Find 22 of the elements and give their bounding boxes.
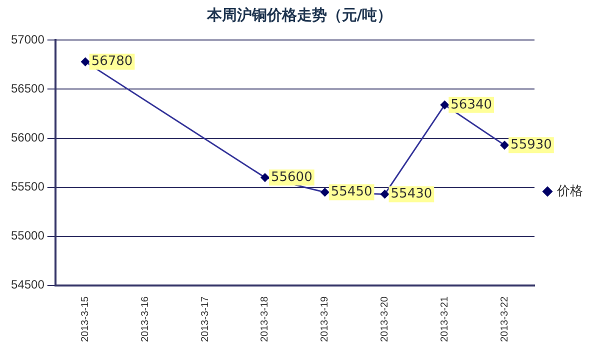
y-tick-label: 56500 (10, 82, 45, 96)
y-tick-label: 55500 (10, 180, 45, 194)
y-tick-label: 54500 (10, 278, 45, 292)
data-label: 55930 (510, 138, 552, 153)
y-tick-label: 55000 (10, 228, 45, 243)
x-tick-label: 2013-3-18 (260, 296, 271, 342)
data-label: 55600 (270, 170, 312, 185)
x-tick-label: 2013-3-19 (320, 296, 331, 342)
x-tick-label: 2013-3-22 (499, 296, 510, 342)
data-label: 56780 (91, 54, 133, 70)
data-label: 56340 (450, 97, 492, 112)
y-tick-label: 57000 (10, 32, 45, 47)
x-tick-label: 2013-3-21 (439, 296, 450, 342)
x-tick-label: 2013-3-16 (140, 296, 151, 342)
x-tick-label: 2013-3-15 (80, 296, 92, 342)
x-tick-label: 2013-3-20 (380, 296, 391, 342)
x-tick-label: 2013-3-17 (200, 296, 211, 342)
legend-label: 价格 (556, 183, 583, 198)
data-label: 55430 (390, 186, 432, 202)
chart-title: 本周沪铜价格走势（元/吨） (206, 6, 394, 25)
y-tick-label: 56000 (10, 130, 45, 145)
data-label: 55450 (330, 184, 372, 200)
